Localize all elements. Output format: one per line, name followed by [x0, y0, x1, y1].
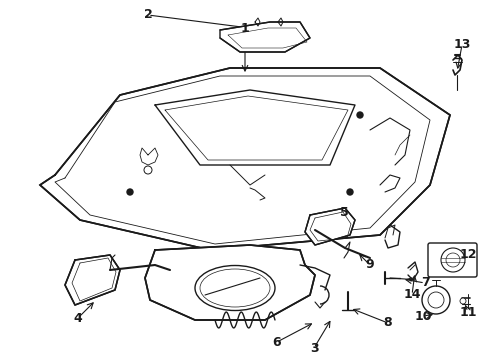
Circle shape — [347, 189, 353, 195]
Text: 5: 5 — [340, 206, 348, 219]
Polygon shape — [40, 68, 450, 250]
Text: 7: 7 — [420, 276, 429, 289]
Circle shape — [441, 248, 465, 272]
Circle shape — [357, 112, 363, 118]
Circle shape — [428, 292, 444, 308]
Polygon shape — [65, 255, 120, 305]
Text: 10: 10 — [414, 310, 432, 323]
Circle shape — [446, 253, 460, 267]
FancyBboxPatch shape — [428, 243, 477, 277]
Circle shape — [127, 189, 133, 195]
Text: 8: 8 — [384, 316, 392, 329]
Text: 4: 4 — [74, 311, 82, 324]
Circle shape — [460, 298, 466, 304]
Text: 13: 13 — [453, 39, 471, 51]
Text: 3: 3 — [310, 342, 318, 355]
Circle shape — [422, 286, 450, 314]
Text: 6: 6 — [273, 336, 281, 348]
Polygon shape — [305, 208, 355, 245]
Text: 2: 2 — [144, 9, 152, 22]
Text: 14: 14 — [403, 288, 421, 302]
Text: 1: 1 — [241, 22, 249, 35]
Polygon shape — [220, 22, 310, 52]
Ellipse shape — [195, 266, 275, 310]
Text: 9: 9 — [366, 258, 374, 271]
Text: 11: 11 — [459, 306, 477, 319]
Text: 12: 12 — [459, 248, 477, 261]
Polygon shape — [145, 245, 315, 320]
